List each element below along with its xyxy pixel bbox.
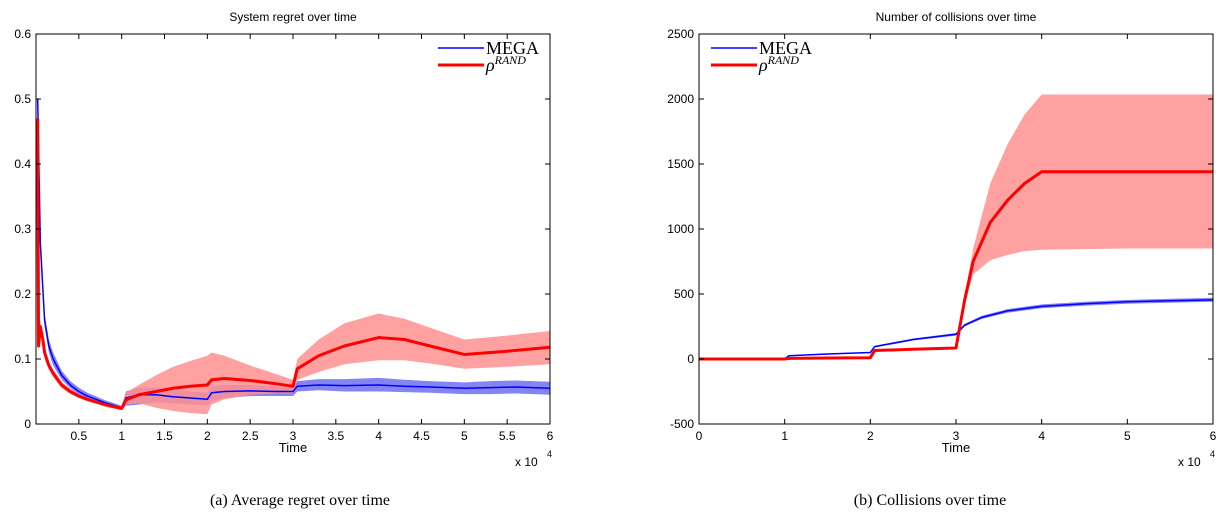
series-line-rand [699,170,1213,361]
y-tick-label: 1500 [667,157,694,171]
y-tick-label: 0.4 [14,157,31,171]
tick-layer: 0.5 1 1.5 2 2.5 3 3.5 4 4.5 5 5.5 6 0 0.1 0.2 0.3 0.4 0.5… [14,27,553,443]
x-tick-label: 4 [1038,429,1045,443]
line-layer [699,170,1214,361]
chart-title: Number of collisions over time [876,10,1037,24]
series-line-mega [699,299,1214,360]
line-layer [36,98,551,410]
y-tick-label: 0.6 [14,27,31,41]
x-tick-label: 5.5 [499,429,516,443]
chart-title: System regret over time [229,10,357,24]
y-tick-label: 0.1 [14,352,31,366]
x-tick-label: 2 [204,429,211,443]
y-tick-label: 2500 [667,27,694,41]
x-tick-label: 3 [290,429,297,443]
x-tick-label: 3 [953,429,960,443]
x-multiplier-exponent: 4 [1210,449,1215,459]
y-tick-label: 500 [674,287,694,301]
legend-label-mega: MEGA [486,38,539,58]
x-tick-label: 6 [547,429,554,443]
confidence-band-mega [699,297,1213,359]
confidence-band-rand [37,118,551,415]
y-tick-label: 1000 [667,222,694,236]
x-tick-label: 1.5 [156,429,173,443]
x-tick-label: 3.5 [327,429,344,443]
x-tick-label: 0 [696,429,703,443]
x-multiplier-exponent: 4 [547,449,552,459]
x-tick-label: 6 [1210,429,1217,443]
y-tick-label: 0.5 [14,92,31,106]
x-tick-label: 1 [118,429,125,443]
series-line-mega [36,98,551,409]
x-tick-label: 2.5 [242,429,259,443]
y-tick-label: 0 [687,352,694,366]
x-multiplier: x 10 [1178,455,1201,469]
y-tick-label: 0.2 [14,287,31,301]
y-tick-label: 2000 [667,92,694,106]
band-layer [699,94,1213,359]
caption-b: (b) Collisions over time [854,492,1006,509]
y-tick-label: 0.3 [14,222,31,236]
x-tick-label: 5 [461,429,468,443]
series-line-rand [36,118,551,410]
x-tick-label: 0.5 [70,429,87,443]
x-tick-label: 4 [375,429,382,443]
x-multiplier: x 10 [515,455,538,469]
x-tick-label: 1 [781,429,788,443]
x-tick-label: 4.5 [413,429,430,443]
y-tick-label: 0 [24,417,31,431]
chart-regret: System regret over time 0.5 1 1.5 2 2.5 3 3.5 4… [14,10,553,469]
legend-label-rand: ρRAND [758,53,799,75]
y-tick-label: -500 [670,417,694,431]
legend-label-rand: ρRAND [485,53,526,75]
confidence-band-rand [699,94,1213,359]
x-tick-label: 2 [867,429,874,443]
caption-a: (a) Average regret over time [210,492,390,509]
legend-label-mega: MEGA [759,38,812,58]
x-axis-label: Time [942,440,970,455]
chart-collisions: Number of collisions over time 0 1 2 3 4 5 6 -5… [667,10,1216,469]
x-axis-label: Time [279,440,307,455]
x-tick-label: 5 [1124,429,1131,443]
band-layer [37,99,551,415]
